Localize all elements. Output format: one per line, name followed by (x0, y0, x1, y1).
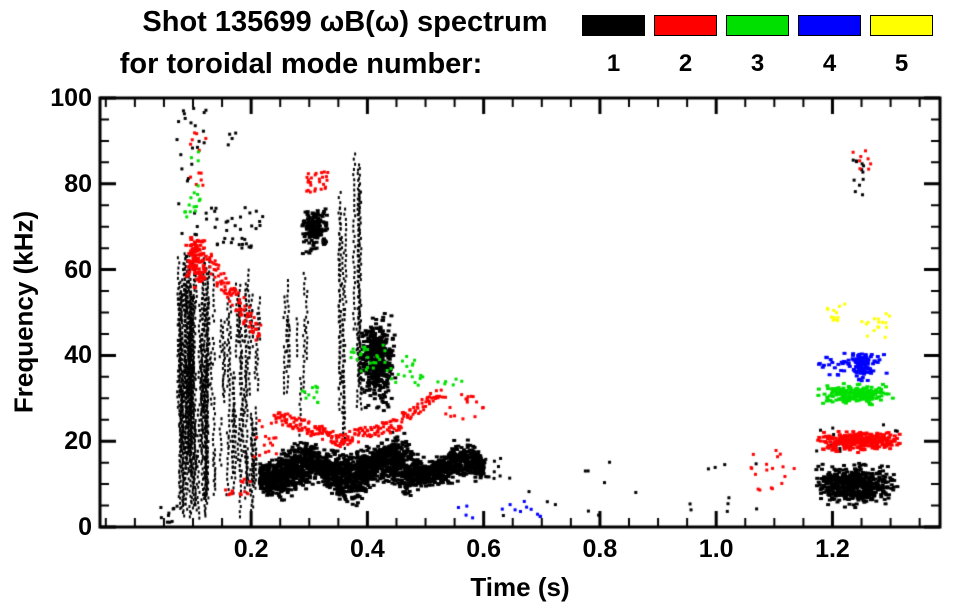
legend-swatch-mode-3 (726, 15, 789, 36)
y-tick-label: 100 (50, 84, 92, 112)
legend-swatch-mode-5 (870, 15, 933, 36)
x-tick-label: 0.6 (466, 535, 502, 563)
x-tick-label: 1.2 (815, 535, 850, 563)
y-tick-label: 40 (64, 341, 92, 370)
x-tick-label: 0.4 (350, 535, 385, 563)
y-axis-label: Frequency (kHz) (8, 210, 39, 414)
y-tick-label: 60 (64, 255, 92, 284)
x-tick-label: 0.2 (233, 535, 269, 563)
y-tick-label: 0 (78, 513, 92, 541)
y-tick-label: 80 (64, 169, 92, 198)
legend-label-mode-3: 3 (750, 50, 765, 77)
x-tick-label: 1.0 (698, 535, 734, 563)
legend-swatch-mode-2 (654, 15, 717, 36)
legend-label-mode-1: 1 (606, 50, 621, 77)
plot-title: Shot 135699 ωB(ω) spectrum (142, 6, 548, 38)
legend-label-mode-2: 2 (678, 50, 693, 77)
legend-swatch-mode-1 (582, 15, 645, 36)
x-tick-label: 0.8 (582, 535, 618, 563)
legend-label-mode-5: 5 (894, 50, 909, 77)
legend-swatch-mode-4 (798, 15, 861, 36)
legend-label-mode-4: 4 (822, 50, 837, 77)
x-axis-label: Time (s) (470, 572, 570, 602)
y-tick-label: 20 (64, 427, 92, 456)
plot-subtitle: for toroidal mode number: (119, 48, 483, 80)
